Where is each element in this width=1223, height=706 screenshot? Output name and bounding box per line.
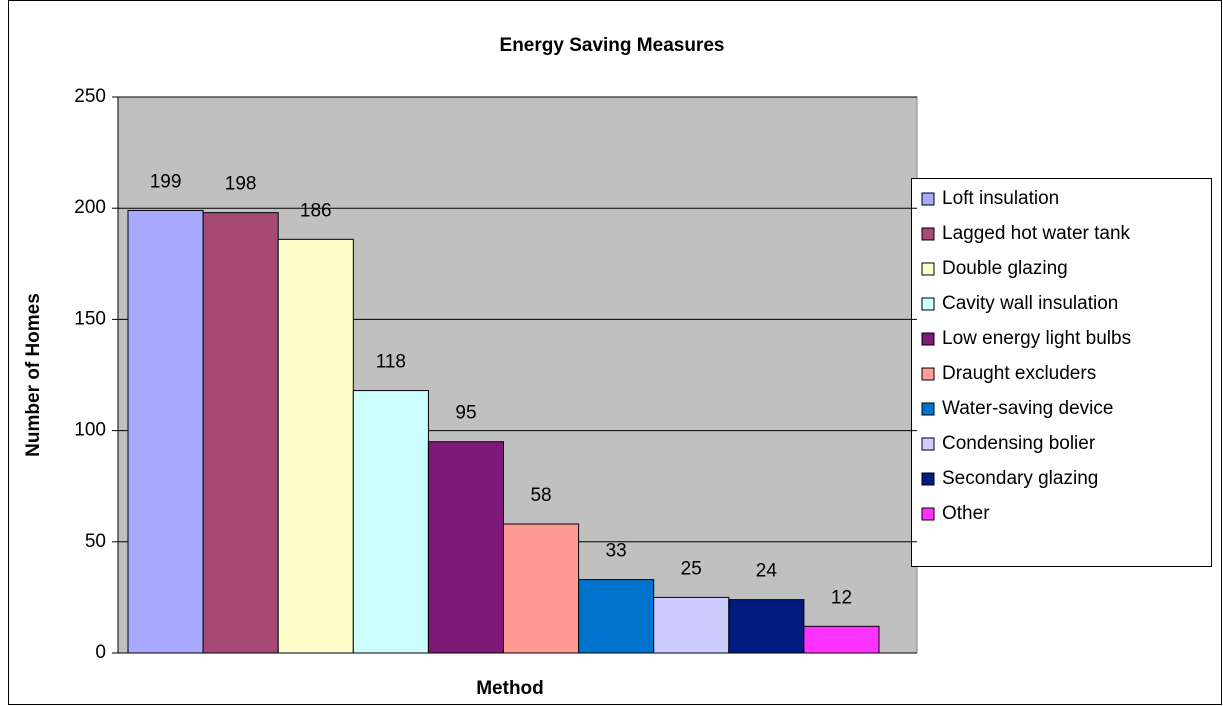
bar	[352, 390, 429, 654]
legend-label: Draught excluders	[942, 363, 1096, 384]
legend-label: Water-saving device	[942, 398, 1113, 419]
y-tick-label: 100	[74, 420, 106, 441]
bar	[653, 596, 730, 654]
legend-swatch	[921, 332, 935, 346]
legend-label: Lagged hot water tank	[942, 223, 1131, 244]
data-label: 118	[376, 352, 406, 373]
bar	[277, 238, 354, 654]
legend-swatch	[921, 437, 935, 451]
y-tick-label: 250	[74, 86, 106, 107]
y-tick-label: 200	[74, 197, 106, 218]
legend-swatch	[921, 262, 935, 276]
x-axis-label: Method	[476, 678, 544, 699]
legend-label: Loft insulation	[942, 188, 1059, 209]
legend-label: Condensing bolier	[942, 433, 1096, 454]
data-label: 199	[150, 171, 182, 192]
bar	[728, 599, 805, 654]
data-label: 58	[530, 485, 551, 506]
y-tick-label: 150	[74, 308, 106, 329]
legend-swatch	[921, 227, 935, 241]
legend-swatch	[921, 367, 935, 381]
bar	[127, 209, 204, 654]
chart-title: Energy Saving Measures	[500, 35, 725, 56]
legend-label: Low energy light bulbs	[942, 328, 1131, 349]
y-tick-label: 50	[85, 531, 106, 552]
bar	[503, 523, 580, 654]
legend-label: Cavity wall insulation	[942, 293, 1118, 314]
y-tick-label: 0	[95, 642, 106, 663]
data-label: 12	[831, 587, 852, 608]
legend-swatch	[921, 507, 935, 521]
bar	[578, 579, 655, 654]
legend-swatch	[921, 402, 935, 416]
data-label: 24	[756, 561, 778, 582]
data-label: 186	[300, 200, 332, 221]
legend-label: Double glazing	[942, 258, 1068, 279]
y-axis-label: Number of Homes	[23, 293, 44, 457]
legend-label: Other	[942, 503, 990, 524]
data-label: 198	[225, 174, 257, 195]
data-label: 95	[455, 403, 476, 424]
legend-swatch	[921, 297, 935, 311]
bar	[202, 212, 279, 654]
bar	[427, 441, 504, 654]
legend-swatch	[921, 472, 935, 486]
bar	[803, 625, 880, 654]
legend	[911, 178, 1212, 567]
data-label: 33	[606, 541, 627, 562]
data-label: 25	[681, 558, 702, 579]
legend-swatch	[921, 192, 935, 206]
legend-label: Secondary glazing	[942, 468, 1098, 489]
